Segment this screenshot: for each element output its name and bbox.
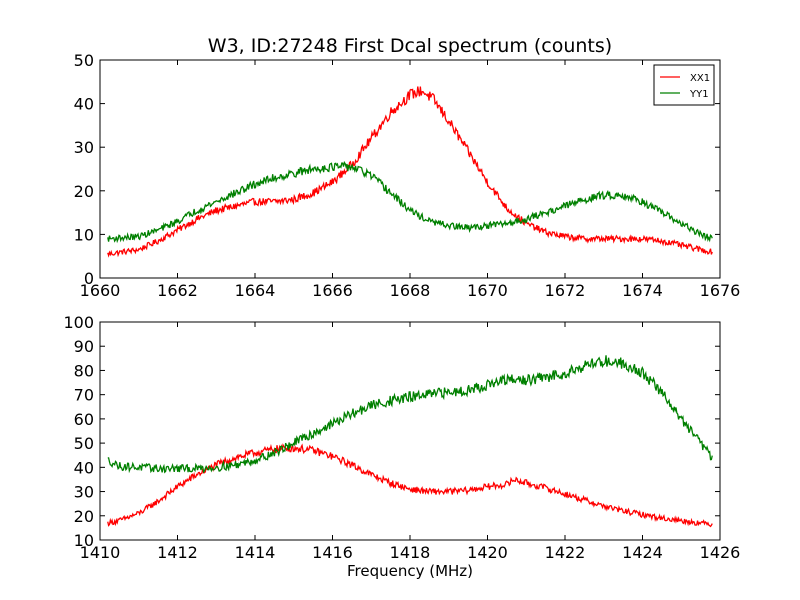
- x-tick-label: 1662: [157, 281, 198, 300]
- x-tick-label: 1420: [467, 543, 508, 562]
- bottom-spectrum-chart: 1410 1412 1414 1416 1418 1420 1422 1424 1426 10 20…: [63, 313, 740, 580]
- series-line-yy1: [107, 160, 713, 244]
- y-tick-label: 50: [74, 51, 94, 70]
- chart-title: W3, ID:27248 First Dcal spectrum (counts…: [208, 35, 612, 57]
- legend-box: [653, 64, 715, 106]
- x-tick-label: 1422: [545, 543, 586, 562]
- x-tick-label: 1410: [80, 543, 121, 562]
- series-line-red: [107, 443, 713, 528]
- y-tick-label: 40: [74, 458, 94, 477]
- x-tick-label: 1414: [235, 543, 276, 562]
- legend-label: XX1: [690, 73, 710, 84]
- y-tick-label: 10: [74, 225, 94, 244]
- x-tick-label: 1676: [700, 281, 741, 300]
- y-tick-label: 10: [74, 531, 94, 550]
- x-tick-label: 1426: [700, 543, 741, 562]
- y-tick-label: 70: [74, 386, 94, 405]
- y-tick-label: 20: [74, 182, 94, 201]
- y-tick-label: 100: [63, 313, 94, 332]
- x-tick-label: 1672: [545, 281, 586, 300]
- x-tick-label: 1418: [390, 543, 431, 562]
- y-tick-label: 0: [84, 269, 94, 288]
- x-tick-label: 1666: [312, 281, 353, 300]
- x-tick-label: 1412: [157, 543, 198, 562]
- y-tick-label: 80: [74, 361, 94, 380]
- y-tick-label: 30: [74, 483, 94, 502]
- y-tick-label: 30: [74, 138, 94, 157]
- y-tick-label: 90: [74, 337, 94, 356]
- legend-label: YY1: [689, 89, 709, 100]
- y-tick-label: 20: [74, 507, 94, 526]
- x-tick-label: 1416: [312, 543, 353, 562]
- y-tick-label: 40: [74, 95, 94, 114]
- y-tick-label: 60: [74, 410, 94, 429]
- x-tick-label: 1424: [622, 543, 663, 562]
- series-line-green: [107, 355, 713, 474]
- x-tick-label: 1664: [235, 281, 276, 300]
- x-tick-label: 1674: [622, 281, 663, 300]
- x-tick-label: 1668: [390, 281, 431, 300]
- x-tick-label: 1670: [467, 281, 508, 300]
- x-axis-label: Frequency (MHz): [347, 562, 473, 580]
- plot-frame: [99, 321, 721, 541]
- top-spectrum-chart: 1660 1662 1664 1666 1668 1670 1672 1674 1676 0 10 2…: [74, 35, 741, 300]
- series-line-xx1: [107, 86, 713, 258]
- x-tick-label: 1660: [80, 281, 121, 300]
- y-tick-label: 50: [74, 434, 94, 453]
